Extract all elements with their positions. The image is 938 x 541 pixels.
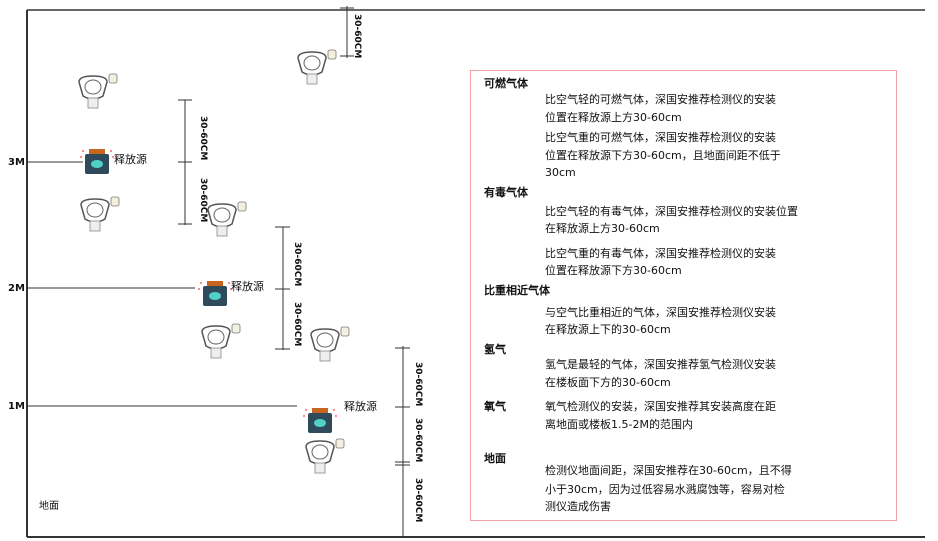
level-3m-label: 3M <box>8 157 25 168</box>
dimension-label: 30-60CM <box>413 418 423 463</box>
similar-title: 比重相近气体 <box>484 284 550 297</box>
level-2m-label: 2M <box>8 283 25 294</box>
panel-text: 位置在释放源上方30-60cm <box>545 111 682 124</box>
panel-text: 与空气比重相近的气体，深国安推荐检测仪安装 <box>545 306 776 319</box>
panel-text: 在释放源上下的30-60cm <box>545 323 671 336</box>
panel-text: 小于30cm，因为过低容易水溅腐蚀等，容易对检 <box>545 483 785 496</box>
ground-title: 地面 <box>484 452 506 465</box>
dimension-lines <box>178 6 410 537</box>
dimension-label: 30-60CM <box>198 178 208 223</box>
panel-text: 在释放源上方30-60cm <box>545 222 660 235</box>
gas-detector-icon <box>78 49 350 474</box>
panel-text: 比空气轻的有毒气体，深国安推荐检测仪的安装位置 <box>545 205 798 218</box>
panel-text: 氢气是最轻的气体，深国安推荐氢气检测仪安装 <box>545 358 776 371</box>
panel-text: 位置在释放源下方30-60cm，且地面间距不低于 <box>545 149 781 162</box>
panel-text: 比空气轻的可燃气体，深国安推荐检测仪的安装 <box>545 93 776 106</box>
source-label: 释放源 <box>114 153 147 166</box>
hydrogen-title: 氢气 <box>484 343 506 356</box>
toxic-title: 有毒气体 <box>484 186 528 199</box>
combustible-title: 可燃气体 <box>484 77 528 90</box>
dimension-label: 30-60CM <box>413 362 423 407</box>
gas-source-icon <box>80 149 337 433</box>
source-label: 释放源 <box>231 280 264 293</box>
panel-text: 离地面或楼板1.5-2M的范围内 <box>545 418 693 431</box>
panel-text: 测仪造成伤害 <box>545 500 611 513</box>
oxygen-title: 氧气 <box>484 400 506 413</box>
level-1m-label: 1M <box>8 401 25 412</box>
panel-text: 比空气重的有毒气体，深国安推荐检测仪的安装 <box>545 247 776 260</box>
dimension-label: 30-60CM <box>413 478 423 523</box>
panel-text: 比空气重的可燃气体，深国安推荐检测仪的安装 <box>545 131 776 144</box>
panel-text: 30cm <box>545 166 576 179</box>
dimension-label: 30-60CM <box>292 242 302 287</box>
dimension-label: 30-60CM <box>292 302 302 347</box>
panel-text: 位置在释放源下方30-60cm <box>545 264 682 277</box>
dimension-label: 30-60CM <box>352 14 362 59</box>
guidelines-panel <box>470 70 897 521</box>
panel-text: 在楼板面下方的30-60cm <box>545 376 671 389</box>
dimension-label: 30-60CM <box>198 116 208 161</box>
ground-label: 地面 <box>39 501 59 512</box>
panel-text: 氧气检测仪的安装，深国安推荐其安装高度在距 <box>545 400 776 413</box>
panel-text: 检测仪地面间距，深国安推荐在30-60cm，且不得 <box>545 464 792 477</box>
source-label: 释放源 <box>344 400 377 413</box>
